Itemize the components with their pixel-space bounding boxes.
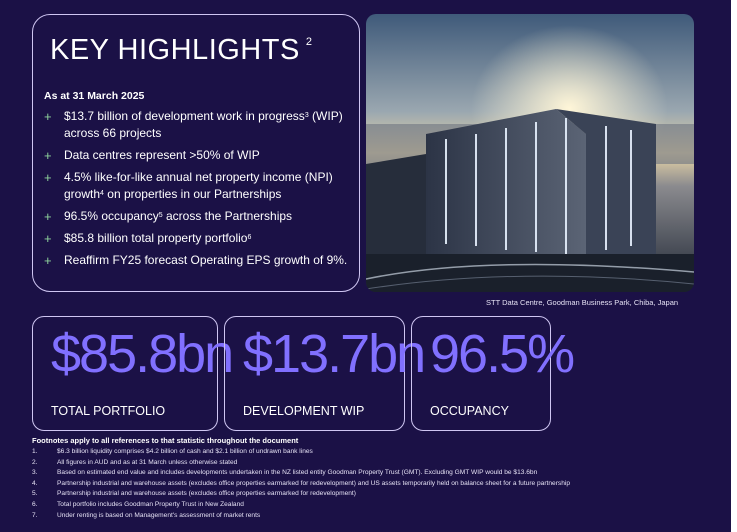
stat-value: $13.7bn [243,324,426,384]
stat-card-total-portfolio: $85.8bn TOTAL PORTFOLIO [32,316,234,431]
plus-icon: + [44,148,52,163]
stat-label: DEVELOPMENT WIP [243,404,365,418]
title-footnote-ref: 2 [305,36,313,48]
plus-icon: + [44,253,52,268]
photo-caption: STT Data Centre, Goodman Business Park, … [486,298,679,307]
footnote-number: 3. [32,469,38,477]
highlight-item: +96.5% occupancy5 across the Partnership… [44,208,359,225]
footnote: 2. All figures in AUD and as at 31 March … [32,458,732,469]
plus-icon: + [44,170,52,185]
highlight-item: + Data centres represent >50% of WIP [44,147,359,164]
footnote-number: 2. [32,458,38,466]
footnote-text: Total portfolio includes Goodman Propert… [57,500,244,508]
footnote-text: Based on estimated end value and include… [57,469,538,477]
plus-icon: + [44,109,52,124]
highlight-text: 4.5% like-for-like annual net property i… [64,170,333,201]
footnote: 7. Under renting is based on Management's… [32,511,732,522]
footnote-text: $6.3 billion liquidity comprises $4.2 bi… [57,448,313,455]
as-at-date: As at 31 March 2025 [44,90,145,102]
footnote-ref: 6 [247,234,252,241]
highlight-item: + $85.8 billion total property portfolio6 [44,230,359,247]
page-edge [731,0,737,532]
footnote-number: 1. [32,448,38,455]
highlight-text-cont: across the Partnerships [162,209,293,223]
footnotes-list: 1. $6.3 billion liquidity comprises $4.2 … [32,447,732,521]
title-text: KEY HIGHLIGHTS [50,34,300,66]
footnote-ref: 5 [158,212,163,219]
footnote: 6. Total portfolio includes Goodman Prope… [32,500,732,511]
stat-card-occupancy: 96.5% OCCUPANCY [411,316,575,431]
stat-value: $85.8bn [51,324,234,384]
footnote-ref: 3 [304,112,309,119]
footnote-text: Under renting is based on Management's a… [57,511,261,519]
footnote-text: Partnership industrial and warehouse ass… [57,479,571,487]
highlight-text: Data centres represent >50% of WIP [64,148,260,162]
data-centre-photo [366,14,694,292]
footnote-number: 5. [32,490,38,498]
footnote: 5. Partnership industrial and warehouse a… [32,489,732,500]
page-title: KEY HIGHLIGHTS 2 [50,34,312,67]
highlight-text: 96.5% occupancy [64,209,159,223]
plus-icon: + [44,231,52,246]
footnote-number: 7. [32,511,38,519]
footnote-number: 6. [32,500,38,508]
highlight-text: Reaffirm FY25 forecast Operating EPS gro… [64,253,348,267]
footnote: 3. Based on estimated end value and inclu… [32,468,732,479]
highlight-item: + $13.7 billion of development work in pr… [44,108,359,142]
highlight-text: $13.7 billion of development work in pro… [64,109,305,123]
stat-label: OCCUPANCY [430,404,509,418]
highlight-item: +4.5% like-for-like annual net property … [44,169,359,203]
footnote-text: All figures in AUD and as at 31 March un… [57,458,238,466]
stat-value: 96.5% [430,324,575,384]
highlight-item: + Reaffirm FY25 forecast Operating EPS gr… [44,252,359,269]
highlights-frame [32,14,360,292]
stat-card-development-wip: $13.7bn DEVELOPMENT WIP [224,316,426,431]
footnote-text: Partnership industrial and warehouse ass… [57,490,356,498]
footnote-ref: 4 [100,190,104,197]
footnote: 4. Partnership industrial and warehouse a… [32,479,732,490]
stat-label: TOTAL PORTFOLIO [51,404,166,418]
footnotes-heading: Footnotes apply to all references to tha… [32,436,299,445]
highlight-text-cont: (WIP) across 66 projects [64,109,343,140]
highlight-text-cont: on properties in our Partnerships [103,187,282,201]
highlight-text: $85.8 billion total property portfolio [64,231,248,245]
footnote: 1. $6.3 billion liquidity comprises $4.2 … [32,447,732,458]
highlights-list: + $13.7 billion of development work in pr… [44,108,359,274]
footnote-number: 4. [32,479,38,487]
plus-icon: + [44,209,52,224]
